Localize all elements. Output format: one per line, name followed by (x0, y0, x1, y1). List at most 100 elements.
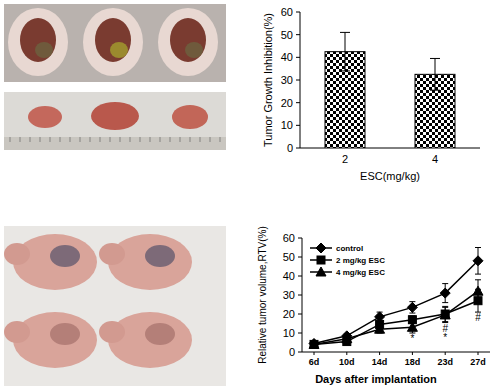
photo-tumor (91, 102, 139, 130)
y-tick (298, 276, 302, 277)
series-line (314, 291, 478, 344)
photo-organ (170, 18, 206, 62)
figure-svg: 0102030405060Tumor Growth Inhibition(%)2… (0, 0, 500, 391)
photo-organ (95, 18, 131, 62)
x-tick (314, 352, 315, 355)
x-axis-label: Days after implantation (315, 373, 437, 385)
x-tick (478, 352, 479, 355)
error-bar-cap (430, 58, 440, 59)
photo-mouse-head (99, 243, 125, 265)
point (310, 340, 318, 348)
series-line (314, 261, 478, 344)
legend-marker (317, 256, 325, 264)
photo-ruler-tick (150, 137, 151, 142)
error-bar-cap (475, 274, 481, 275)
plot-area (325, 32, 455, 148)
y-tick (298, 295, 302, 296)
error-bar-stem (345, 32, 346, 71)
y-axis-label: Relative tumor volume,RTV(%) (257, 226, 268, 364)
legend-label: 2 mg/kg ESC (336, 256, 385, 265)
error-bar-cap (377, 318, 383, 319)
y-tick (296, 80, 300, 81)
y-tick-label: 30 (281, 74, 293, 86)
y-tick (296, 12, 300, 13)
photo-tumor (50, 245, 80, 267)
annotation: * (443, 332, 447, 343)
photo-ruler-tick (20, 137, 21, 142)
x-tick (412, 352, 413, 355)
y-tick (298, 257, 302, 258)
x-tick-label: 4 (432, 153, 438, 165)
photo-organ (35, 42, 53, 58)
photo-ruler-tick (210, 137, 211, 142)
figure: 0102030405060Tumor Growth Inhibition(%)2… (0, 0, 500, 391)
photo-ruler-tick (120, 137, 121, 142)
y-tick-label: 40 (283, 270, 295, 282)
y-tick-label: 60 (283, 232, 295, 244)
photo-mouse (158, 8, 218, 76)
photo-ruler-tick (170, 137, 171, 142)
y-tick (296, 34, 300, 35)
photo-ruler-tick (200, 137, 201, 142)
photo-ruler-tick (160, 137, 161, 142)
y-tick (296, 148, 300, 149)
x-tick-label: 14d (372, 357, 388, 367)
photo-bg (4, 4, 226, 82)
photo-ruler-tick (220, 137, 221, 142)
point (342, 334, 352, 343)
photo-tumor (172, 105, 208, 129)
x-tick-label: 2 (342, 153, 348, 165)
point (440, 310, 450, 319)
y-tick (296, 57, 300, 58)
y-tick-label: 20 (283, 308, 295, 320)
photo-ruler-tick (80, 137, 81, 142)
photo-tumor (145, 323, 175, 345)
legend-label: control (336, 244, 363, 253)
photo-ruler-tick (10, 137, 11, 142)
y-tick (298, 314, 302, 315)
photo-bg (4, 92, 226, 150)
point (407, 322, 417, 331)
photo-ruler-tick (60, 137, 61, 142)
error-bar-cap (430, 90, 440, 91)
plot-area (309, 248, 483, 349)
error-bar-cap (442, 302, 448, 303)
y-tick (296, 102, 300, 103)
photo-ruler-tick (190, 137, 191, 142)
annotation: # (475, 312, 481, 323)
y-tick-label: 60 (281, 6, 293, 18)
error-bar-stem (435, 58, 436, 90)
point (441, 310, 449, 318)
x-tick-label: 23d (437, 357, 453, 367)
error-bar-cap (442, 307, 448, 308)
legend-marker (316, 267, 326, 276)
x-tick (346, 352, 347, 355)
error-bar-cap (340, 32, 350, 33)
photo-tumor (145, 245, 175, 267)
photo-tumor (50, 323, 80, 345)
x-tick-label: 18d (405, 357, 421, 367)
photos (4, 4, 226, 386)
x-axis-label: ESC(mg/kg) (360, 170, 420, 182)
y-tick (298, 333, 302, 334)
point (440, 288, 450, 298)
y-tick-label: 20 (281, 97, 293, 109)
photo-ruler-tick (70, 137, 71, 142)
error-bar-cap (475, 247, 481, 248)
y-tick (296, 125, 300, 126)
x-tick-label: 10d (339, 357, 355, 367)
y-tick-label: 50 (281, 29, 293, 41)
photo-ruler (4, 137, 226, 150)
photo-mouse-head (4, 321, 30, 343)
photo-ruler-tick (50, 137, 51, 142)
error-bar-cap (475, 279, 481, 280)
point (473, 256, 483, 266)
y-axis-label: Tumor Growth Inhibition(%) (262, 13, 274, 147)
photo-ruler-tick (90, 137, 91, 142)
photo-ruler-tick (110, 137, 111, 142)
y-tick-label: 0 (289, 346, 295, 358)
legend-label: 4 mg/kg ESC (336, 268, 385, 277)
y-tick-label: 0 (287, 142, 293, 154)
error-bar (340, 32, 350, 71)
photo-mouse-head (99, 321, 125, 343)
